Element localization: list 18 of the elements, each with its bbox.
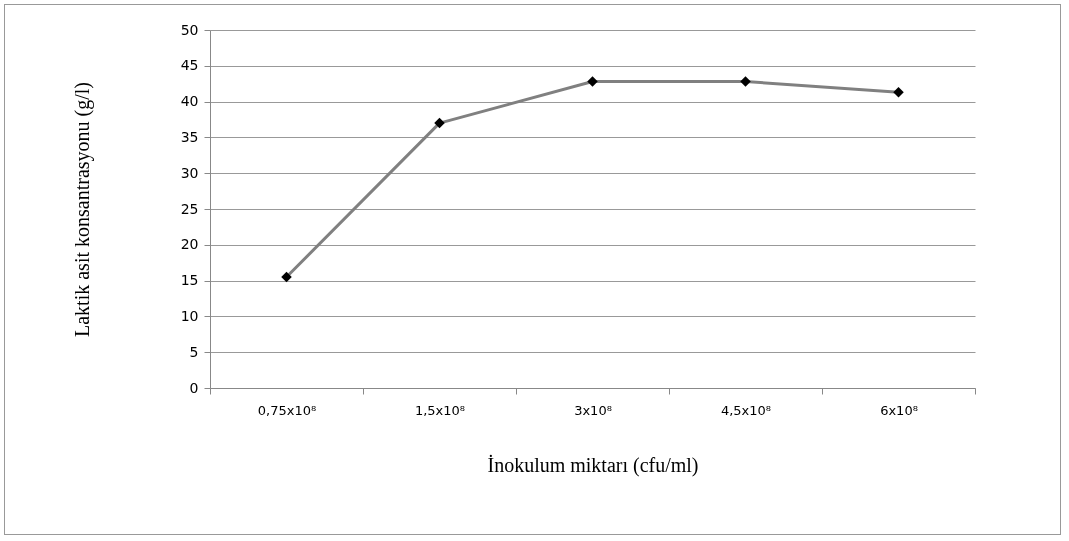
- x-tick-label: 3x10⁸: [574, 402, 612, 418]
- y-tick-label: 25: [180, 200, 199, 217]
- y-tick-label: 50: [180, 21, 199, 38]
- y-axis-title: Laktik asit konsantrasyonu (g/l): [70, 82, 94, 337]
- y-tick-label: 0: [189, 379, 199, 396]
- x-axis-title: İnokulum miktarı (cfu/ml): [487, 453, 699, 477]
- y-tick-label: 20: [180, 236, 199, 253]
- y-tick-label: 30: [180, 164, 199, 181]
- y-tick-label: 45: [180, 57, 199, 74]
- y-tick-label: 35: [180, 128, 199, 145]
- x-tick-label: 4,5x10⁸: [720, 402, 772, 418]
- x-tick-label: 1,5x10⁸: [414, 402, 466, 418]
- x-tick-label: 0,75x10⁸: [257, 402, 317, 418]
- y-tick-label: 10: [180, 307, 199, 324]
- y-tick-label: 15: [180, 272, 199, 289]
- y-tick-label: 5: [189, 343, 199, 360]
- y-tick-label: 40: [180, 93, 199, 110]
- x-tick-label: 6x10⁸: [880, 402, 918, 418]
